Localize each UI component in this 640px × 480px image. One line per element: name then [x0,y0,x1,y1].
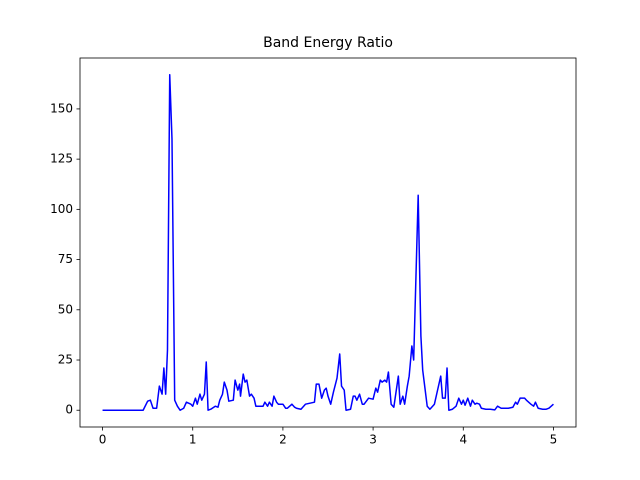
y-tick-label: 125 [50,152,73,166]
data-line [102,74,554,411]
y-tick-label: 100 [50,202,73,216]
x-tick-label: 1 [189,433,197,447]
x-tick-label: 5 [550,433,558,447]
y-tick-label: 75 [58,252,73,266]
x-tick-label: 2 [279,433,287,447]
y-tick-label: 0 [65,403,73,417]
chart-title: Band Energy Ratio [263,35,393,51]
axes-frame [79,57,577,428]
y-tick-label: 50 [58,302,73,316]
y-tick-label: 150 [50,101,73,115]
x-tick-label: 4 [459,433,467,447]
x-tick-label: 0 [99,433,107,447]
y-tick-label: 25 [58,353,73,367]
x-tick-label: 3 [369,433,377,447]
